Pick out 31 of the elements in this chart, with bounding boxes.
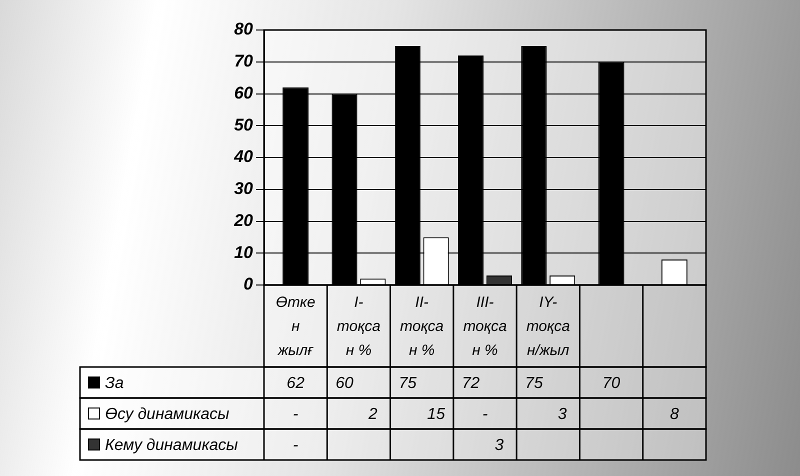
data-label: 75 — [525, 374, 543, 392]
data-label: 15 — [427, 406, 446, 423]
legend-label: За — [105, 374, 124, 392]
y-tick-label: 60 — [234, 83, 254, 102]
data-label: 8 — [670, 406, 679, 423]
data-label: 2 — [367, 406, 378, 423]
x-tick-label: III-тоқсан % — [463, 294, 507, 360]
data-label: 62 — [286, 374, 305, 392]
data-label: 72 — [462, 374, 480, 392]
x-tick-label: Өткен жылғ — [276, 294, 316, 360]
text: - — [482, 406, 488, 423]
x-tick-label: I-тоқсан % — [336, 294, 381, 360]
y-tick-label: 20 — [233, 210, 254, 230]
x-tick-label: II-тоқсан % — [400, 294, 444, 360]
y-tick-label: 40 — [233, 147, 254, 166]
y-tick-label: 50 — [234, 115, 254, 134]
data-label: 75 — [398, 374, 417, 392]
y-tick-label: 30 — [234, 179, 254, 198]
y-tick-label: 10 — [234, 242, 254, 262]
text: - — [292, 406, 298, 423]
data-label: 60 — [336, 374, 354, 392]
x-tick-label: IY-тоқсан/жыл — [526, 294, 570, 360]
legend-label: Кему динамикасы — [105, 436, 238, 454]
text: - — [292, 436, 298, 454]
legend-label: Өсу динамикасы — [105, 406, 230, 423]
y-tick-label: 0 — [244, 274, 254, 294]
data-label: 70 — [602, 374, 620, 392]
data-label: 3 — [558, 406, 567, 423]
y-tick-label: 80 — [234, 20, 254, 39]
y-tick-label: 70 — [234, 52, 254, 71]
data-label: 3 — [494, 436, 504, 454]
